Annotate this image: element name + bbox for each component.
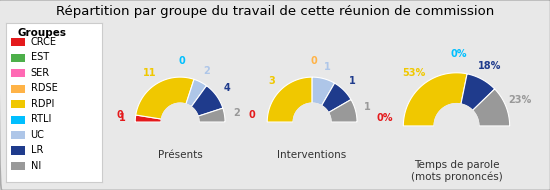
- Text: EST: EST: [31, 52, 48, 63]
- Text: 1: 1: [364, 102, 371, 112]
- Text: RDSE: RDSE: [31, 83, 57, 93]
- Text: 18%: 18%: [477, 61, 501, 71]
- FancyBboxPatch shape: [11, 85, 25, 93]
- Text: 0: 0: [248, 110, 255, 120]
- Polygon shape: [267, 123, 357, 147]
- Text: NI: NI: [31, 161, 41, 171]
- Polygon shape: [328, 100, 357, 122]
- Polygon shape: [135, 115, 162, 122]
- Text: SER: SER: [31, 68, 50, 78]
- FancyBboxPatch shape: [11, 54, 25, 62]
- Text: 53%: 53%: [402, 68, 425, 78]
- Text: 2: 2: [203, 66, 210, 76]
- Text: 11: 11: [144, 68, 157, 78]
- Text: 3: 3: [268, 76, 275, 86]
- Text: 1: 1: [323, 62, 331, 71]
- Text: 0: 0: [311, 56, 318, 66]
- Text: 0%: 0%: [376, 113, 393, 123]
- Polygon shape: [461, 74, 494, 110]
- FancyBboxPatch shape: [11, 162, 25, 170]
- Text: RDPI: RDPI: [31, 99, 54, 109]
- Polygon shape: [136, 77, 194, 119]
- Polygon shape: [267, 77, 312, 122]
- Text: Interventions: Interventions: [278, 150, 346, 160]
- FancyBboxPatch shape: [11, 146, 25, 155]
- Polygon shape: [472, 89, 510, 126]
- Polygon shape: [312, 77, 334, 106]
- FancyBboxPatch shape: [11, 69, 25, 77]
- Polygon shape: [135, 123, 225, 147]
- Text: 1: 1: [119, 112, 126, 123]
- Polygon shape: [161, 103, 199, 123]
- Text: 4: 4: [223, 83, 230, 93]
- FancyBboxPatch shape: [11, 131, 25, 139]
- Polygon shape: [322, 83, 351, 113]
- Text: CRCE: CRCE: [31, 37, 57, 47]
- Text: Présents: Présents: [158, 150, 202, 160]
- Text: Temps de parole
(mots prononcés): Temps de parole (mots prononcés): [411, 160, 502, 182]
- Text: Répartition par groupe du travail de cette réunion de commission: Répartition par groupe du travail de cet…: [56, 5, 494, 18]
- FancyBboxPatch shape: [11, 38, 25, 46]
- Text: 0%: 0%: [451, 49, 468, 59]
- Polygon shape: [434, 104, 479, 127]
- Text: 0: 0: [179, 56, 186, 66]
- Text: 2: 2: [234, 108, 240, 118]
- Polygon shape: [403, 127, 510, 155]
- Text: 23%: 23%: [508, 95, 531, 105]
- Polygon shape: [186, 79, 207, 107]
- Text: Groupes: Groupes: [17, 28, 66, 38]
- Polygon shape: [293, 103, 331, 123]
- Text: UC: UC: [31, 130, 45, 140]
- Text: RTLI: RTLI: [31, 114, 51, 124]
- Polygon shape: [198, 108, 225, 122]
- Text: 0: 0: [116, 110, 123, 120]
- FancyBboxPatch shape: [11, 100, 25, 108]
- Polygon shape: [191, 86, 223, 116]
- Text: LR: LR: [31, 145, 43, 155]
- Text: 1: 1: [349, 76, 356, 86]
- FancyBboxPatch shape: [11, 116, 25, 124]
- Polygon shape: [403, 73, 467, 126]
